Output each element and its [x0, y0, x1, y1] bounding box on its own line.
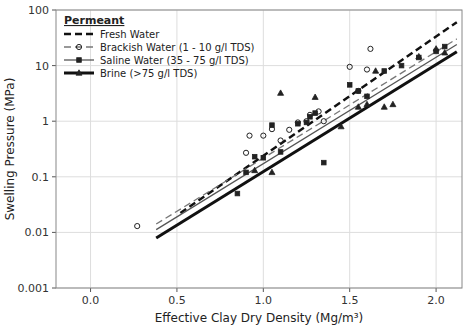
point [433, 46, 439, 51]
series-line [156, 52, 457, 238]
plot-area [56, 10, 462, 288]
point [356, 89, 361, 94]
tick [52, 121, 56, 122]
point [365, 94, 370, 99]
point [313, 111, 318, 116]
point [287, 127, 292, 132]
tick-label: 0.01 [25, 226, 50, 239]
tick-label: 0.0 [82, 294, 100, 307]
point [308, 114, 313, 119]
point [252, 167, 258, 172]
point [270, 123, 275, 128]
tick-label: 0.1 [32, 171, 50, 184]
grid-line [90, 10, 91, 288]
point [261, 133, 266, 138]
point [235, 191, 240, 196]
point [278, 138, 283, 143]
grid-line [56, 176, 462, 177]
tick [263, 288, 264, 292]
tick-label: 1.0 [255, 294, 273, 307]
chart: 0.0 0.5 1.0 1.5 2.0 0.001 0.01 0.1 1 10 100 Effecti… [0, 0, 474, 330]
point [252, 154, 257, 159]
point [321, 119, 326, 124]
tick-label: 0.001 [18, 282, 50, 295]
point [269, 169, 275, 174]
point [381, 104, 387, 109]
tick [349, 288, 350, 292]
point [442, 50, 448, 55]
point [278, 90, 284, 95]
point [355, 104, 361, 109]
grid-line [56, 121, 462, 122]
point [244, 170, 249, 175]
point [338, 123, 344, 128]
point [135, 223, 140, 228]
point [304, 120, 309, 125]
point [347, 83, 352, 88]
point [416, 53, 422, 58]
point [442, 44, 447, 49]
point [390, 101, 396, 106]
legend-label: Brackish Water (1 - 10 g/l TDS) [100, 42, 255, 53]
point [364, 67, 369, 72]
tick-label: 0.5 [168, 294, 186, 307]
tick [52, 232, 56, 233]
tick [52, 176, 56, 177]
tick-label: 10 [35, 60, 49, 73]
legend: Permeant Fresh Water Brackish Water (1 - 1… [64, 14, 255, 79]
series-line [156, 44, 457, 229]
tick [176, 288, 177, 292]
point [399, 63, 404, 68]
point [382, 69, 387, 74]
tick [90, 288, 91, 292]
series-line [156, 39, 457, 224]
point [356, 88, 361, 93]
grid [56, 10, 462, 288]
point [312, 94, 318, 99]
legend-marker [76, 44, 81, 49]
y-axis-label: Swelling Pressure (MPa) [3, 78, 17, 221]
point [364, 101, 370, 106]
tick-label: 1.5 [341, 294, 359, 307]
plot-frame [56, 10, 462, 288]
legend-marker [76, 70, 82, 75]
legend-line [64, 33, 94, 36]
axes: 0.0 0.5 1.0 1.5 2.0 0.001 0.01 0.1 1 10 100 [18, 4, 463, 307]
point [278, 150, 283, 155]
legend-label: Fresh Water [100, 29, 160, 40]
tick [52, 10, 56, 11]
point [373, 68, 379, 73]
grid-line [263, 10, 264, 288]
grid-line [349, 10, 350, 288]
point [247, 133, 252, 138]
tick-label: 2.0 [427, 294, 445, 307]
legend-label: Saline Water (35 - 75 g/l TDS) [100, 55, 249, 66]
legend-line [64, 46, 94, 47]
legend-marker [77, 58, 82, 63]
point [321, 160, 326, 165]
point [296, 121, 301, 126]
x-axis-label: Effective Clay Dry Density (Mg/m³) [155, 311, 364, 325]
tick-label: 1 [42, 115, 49, 128]
legend-title: Permeant [64, 14, 124, 27]
tick-label: 100 [28, 4, 49, 17]
tick [52, 65, 56, 66]
point [368, 46, 373, 51]
grid-line [56, 232, 462, 233]
point [261, 155, 266, 160]
tick [436, 288, 437, 292]
point [243, 150, 248, 155]
tick [52, 288, 56, 289]
point [347, 64, 352, 69]
legend-label: Brine (>75 g/l TDS) [100, 68, 197, 79]
